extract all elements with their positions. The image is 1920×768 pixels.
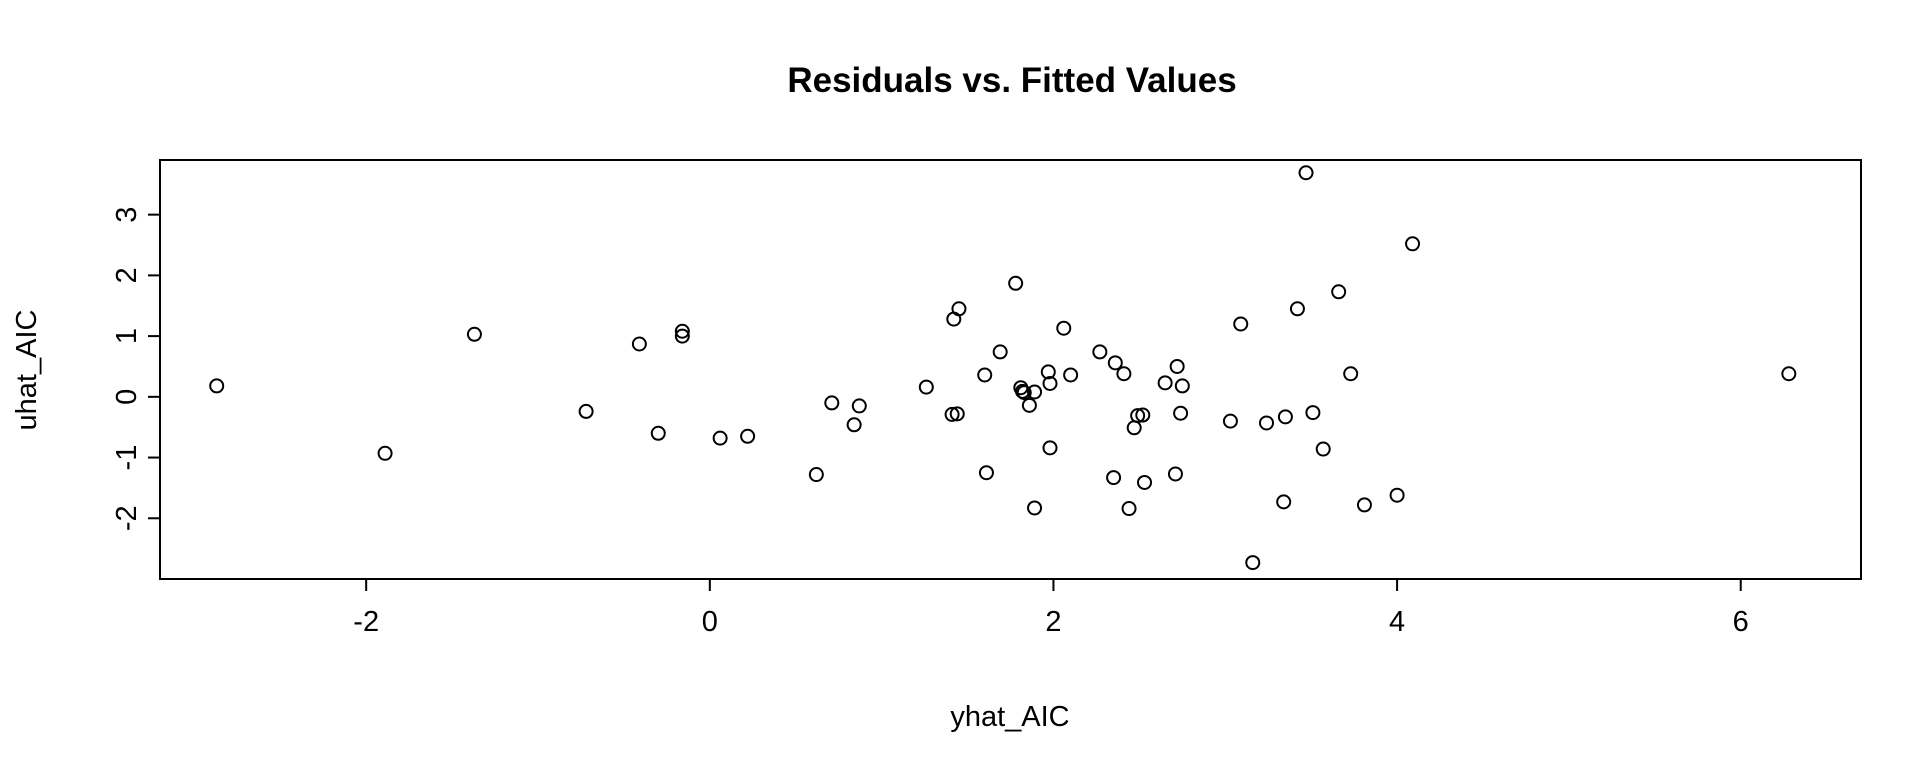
- data-point: [1107, 355, 1123, 371]
- data-point: [1343, 366, 1359, 382]
- data-point: [1126, 420, 1142, 436]
- data-point: [466, 326, 482, 342]
- data-point: [1259, 415, 1275, 431]
- data-point: [1276, 494, 1292, 510]
- y-tick-label: 3: [111, 207, 143, 223]
- x-tick-label: 2: [1045, 606, 1061, 638]
- data-point: [1389, 487, 1405, 503]
- data-point: [1137, 474, 1153, 490]
- y-tick-label: -1: [111, 445, 143, 471]
- data-point: [992, 344, 1008, 360]
- data-point: [1135, 407, 1151, 423]
- data-point: [1305, 405, 1321, 421]
- y-tick-label: 2: [111, 267, 143, 283]
- data-point: [808, 467, 824, 483]
- data-point: [1315, 441, 1331, 457]
- x-tick-label: 4: [1389, 606, 1405, 638]
- data-point: [1157, 375, 1173, 391]
- data-point: [1174, 378, 1190, 394]
- data-point: [1130, 408, 1146, 424]
- data-point: [1042, 375, 1058, 391]
- data-point: [674, 323, 690, 339]
- data-point: [1356, 497, 1372, 513]
- data-point: [1781, 366, 1797, 382]
- data-point: [209, 378, 225, 394]
- data-point: [1298, 165, 1314, 181]
- data-point: [1008, 275, 1024, 291]
- data-point: [1056, 320, 1072, 336]
- data-point: [1222, 413, 1238, 429]
- data-point: [1173, 405, 1189, 421]
- data-point: [1233, 316, 1249, 332]
- data-point: [851, 398, 867, 414]
- x-tick-label: 6: [1733, 606, 1749, 638]
- y-tick-label: -2: [111, 505, 143, 531]
- data-point: [650, 425, 666, 441]
- data-point: [949, 406, 965, 422]
- plot-frame: [159, 159, 1862, 580]
- chart-title: Residuals vs. Fitted Values: [787, 61, 1236, 100]
- x-tick-label: 0: [702, 606, 718, 638]
- data-point: [846, 417, 862, 433]
- data-point: [1063, 367, 1079, 383]
- data-point: [944, 406, 960, 422]
- data-point: [1405, 236, 1421, 252]
- x-axis-label: yhat_AIC: [950, 701, 1069, 733]
- x-tick-label: -2: [353, 606, 379, 638]
- data-point: [951, 301, 967, 317]
- data-point: [1040, 364, 1056, 380]
- data-point: [978, 465, 994, 481]
- data-point: [674, 328, 690, 344]
- data-point: [740, 428, 756, 444]
- data-point: [1021, 397, 1037, 413]
- data-point: [1116, 366, 1132, 382]
- data-point: [712, 430, 728, 446]
- data-point: [1027, 384, 1043, 400]
- data-point: [631, 336, 647, 352]
- y-tick-label: 1: [111, 328, 143, 344]
- data-points: [209, 165, 1797, 571]
- data-point: [1167, 466, 1183, 482]
- data-point: [578, 403, 594, 419]
- data-point: [1121, 501, 1137, 517]
- y-tick-label: 0: [111, 389, 143, 405]
- data-point: [1245, 555, 1261, 571]
- y-axis-label: uhat_AIC: [11, 310, 43, 431]
- data-point: [1169, 358, 1185, 374]
- data-point: [977, 367, 993, 383]
- data-point: [1331, 284, 1347, 300]
- x-axis: -2 0 2 4 6: [353, 579, 1749, 638]
- y-axis: -2 -1 0 1 2 3: [111, 207, 160, 531]
- data-point: [1092, 344, 1108, 360]
- data-point: [1016, 385, 1032, 401]
- data-point: [1042, 440, 1058, 456]
- data-point: [918, 379, 934, 395]
- data-point: [377, 445, 393, 461]
- data-point: [1289, 301, 1305, 317]
- data-point: [1027, 500, 1043, 516]
- data-point: [824, 395, 840, 411]
- data-point: [1277, 409, 1293, 425]
- data-point: [1106, 470, 1122, 486]
